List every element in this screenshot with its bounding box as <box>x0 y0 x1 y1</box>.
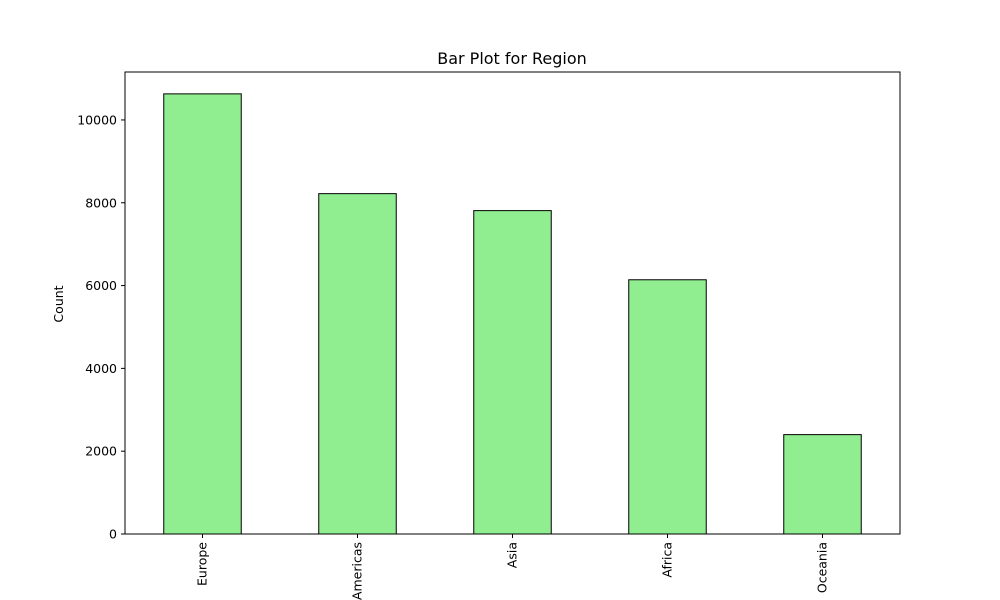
bars-group <box>163 93 862 535</box>
bar-asia <box>473 210 552 535</box>
chart-title: Bar Plot for Region <box>437 49 587 68</box>
bar-europe <box>163 93 242 535</box>
bar-africa <box>628 279 707 535</box>
y-tick-label: 10000 <box>77 112 117 127</box>
bar-americas <box>318 193 397 535</box>
x-tick-label: Oceania <box>815 542 830 593</box>
y-tick-label: 8000 <box>85 195 117 210</box>
x-tick-label: Europe <box>195 542 210 586</box>
bar-oceania <box>783 434 862 535</box>
x-tick-label: Americas <box>350 542 365 600</box>
x-tick-label: Africa <box>660 542 675 578</box>
y-tick-label: 0 <box>109 527 117 542</box>
y-tick-label: 6000 <box>85 278 117 293</box>
y-tick-label: 4000 <box>85 361 117 376</box>
y-axis-label: Count <box>51 285 66 322</box>
y-axis-ticks: 0 2000 4000 6000 8000 10000 <box>77 112 125 542</box>
plot-area-frame <box>124 71 901 535</box>
x-axis-ticks: Europe Americas Asia Africa Oceania <box>195 534 830 600</box>
y-tick-label: 2000 <box>85 444 117 459</box>
x-tick-label: Asia <box>505 542 520 568</box>
